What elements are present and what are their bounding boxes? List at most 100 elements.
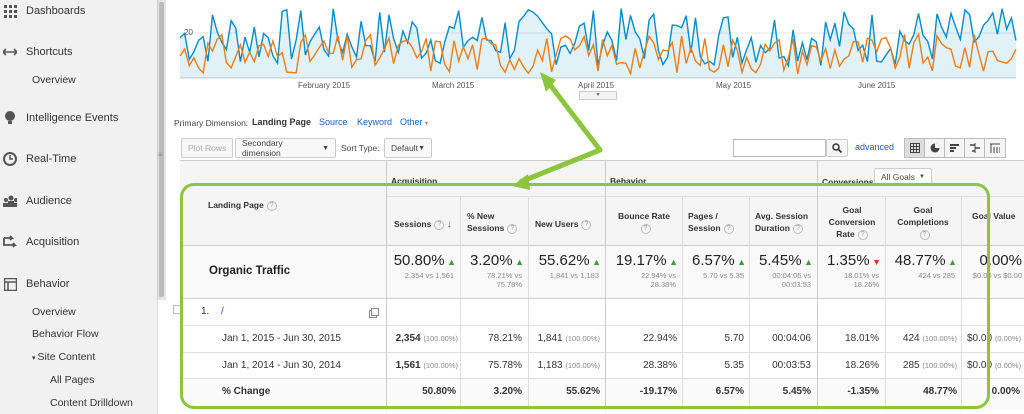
series-area-current [180, 8, 1016, 78]
summary-compare: 00:04:06 vs 00:03:53 [751, 271, 811, 289]
secondary-dimension-dropdown[interactable]: Secondary dimension ▼ [235, 138, 336, 158]
audience-icon [3, 194, 17, 208]
column-header-avg-duration[interactable]: Avg. Session Duration? [755, 210, 815, 234]
table-view-button[interactable] [905, 139, 925, 157]
chevron-down-icon: ▼ [418, 144, 425, 152]
cell-value: 1,183 [537, 360, 563, 371]
help-icon[interactable]: ? [723, 223, 734, 234]
column-header-landing-page[interactable]: Landing Page? [208, 199, 277, 211]
column-header-new-sessions[interactable]: % New Sessions? [467, 210, 525, 234]
group-behavior: Behavior [610, 176, 647, 186]
summary-value: 6.57% [692, 252, 735, 269]
help-icon[interactable]: ? [640, 223, 651, 234]
summary-sessions: 50.80% ▲ [388, 252, 456, 269]
pie-view-button[interactable] [925, 139, 945, 157]
cell-percent: (100.00%) [565, 361, 600, 370]
column-label: Pages / Session [688, 211, 721, 233]
help-icon[interactable]: ? [857, 229, 868, 240]
divider [180, 160, 1024, 161]
sidebar-item-behavior[interactable]: Behavior [0, 277, 69, 291]
cell-value: 2,354 [395, 333, 421, 344]
sort-type-label: Sort Type: [341, 143, 380, 153]
bar-chart-icon [949, 144, 959, 152]
divider [961, 196, 962, 410]
row-date-range: Jan 1, 2015 - Jun 30, 2015 [222, 333, 341, 344]
column-header-goal-completions[interactable]: Goal Completions? [890, 204, 956, 240]
summary-compare: 18.01% vs 18.26% [819, 271, 879, 289]
sidebar-subitem-overview[interactable]: Overview [32, 74, 76, 86]
summary-new-sessions: 3.20% ▲ [462, 252, 524, 269]
summary-value: 3.20% [470, 252, 513, 269]
summary-compare-line: 22.94% vs [640, 271, 676, 280]
sidebar-subitem-behavior-flow[interactable]: Behavior Flow [32, 328, 99, 340]
open-page-icon[interactable] [369, 305, 379, 323]
help-icon[interactable]: ? [919, 229, 930, 240]
column-label: Goal Conversion Rate [828, 205, 876, 239]
resize-handle-icon[interactable]: ≡ [158, 150, 163, 159]
sidebar-subitem-content-drilldown[interactable]: Content Drilldown [50, 397, 133, 409]
dimension-landing-page[interactable]: Landing Page [252, 117, 312, 127]
sidebar-item-label: Real-Time [26, 153, 77, 165]
sidebar-item-label: Shortcuts [26, 46, 73, 58]
dimension-other-dropdown[interactable]: Other ▾ [400, 117, 428, 127]
column-header-pages-session[interactable]: Pages / Session? [688, 210, 744, 234]
sidebar-item-realtime[interactable]: Real-Time [0, 152, 76, 166]
sidebar-item-acquisition[interactable]: Acquisition [0, 235, 79, 249]
summary-value: 55.62% [538, 252, 590, 269]
sort-type-dropdown[interactable]: Default ▼ [384, 138, 432, 158]
sidebar-subitem-site-content[interactable]: ▾ Site Content [32, 351, 95, 363]
help-icon[interactable]: ? [507, 223, 518, 234]
sort-descending-icon[interactable]: ↓ [446, 219, 452, 230]
sidebar-item-intelligence[interactable]: Intelligence Events [0, 111, 118, 125]
cell-percent: (0.00%) [994, 361, 1022, 370]
column-header-goal-value[interactable]: Goal Value [972, 210, 1015, 222]
column-label: Goal Completions [897, 205, 949, 227]
cell-conv: 18.26% [845, 360, 879, 371]
sidebar-item-dashboards[interactable]: Dashboards [0, 4, 85, 18]
advanced-filter-link[interactable]: advanced [855, 142, 895, 152]
cell-value: 1,841 [537, 333, 563, 344]
dimension-other-label: Other [400, 117, 423, 127]
bar-view-button[interactable] [945, 139, 965, 157]
divider [460, 196, 461, 410]
help-icon[interactable]: ? [434, 219, 445, 230]
search-button[interactable] [826, 139, 848, 157]
collapse-triangle-icon: ▾ [32, 355, 38, 362]
help-icon[interactable]: ? [266, 200, 277, 211]
column-header-sessions[interactable]: Sessions? ↓ [394, 218, 452, 231]
sidebar-scrollbar-thumb[interactable] [159, 2, 164, 297]
sidebar-subitem-all-pages[interactable]: All Pages [50, 374, 95, 386]
dashboards-icon [3, 4, 17, 18]
sidebar-subitem-behavior-overview[interactable]: Overview [32, 306, 76, 318]
sidebar-item-shortcuts[interactable]: Shortcuts [0, 45, 72, 59]
secondary-dimension-label: Secondary dimension [242, 138, 283, 158]
realtime-icon [3, 152, 17, 166]
help-icon[interactable]: ? [581, 219, 592, 230]
column-header-bounce-rate[interactable]: Bounce Rate? [616, 210, 672, 234]
change-bounce: -19.17% [639, 386, 677, 397]
comparison-view-button[interactable] [965, 139, 985, 157]
sidebar-item-audience[interactable]: Audience [0, 194, 72, 208]
cell-sessions: 2,354 (100.00%) [388, 333, 458, 344]
arrow-up-icon: ▲ [444, 257, 456, 267]
dimension-source-link[interactable]: Source [319, 117, 348, 127]
column-header-goal-conversion[interactable]: Goal Conversion Rate? [824, 204, 880, 240]
help-icon[interactable]: ? [792, 223, 803, 234]
column-label: Bounce Rate [618, 211, 670, 221]
plot-rows-button[interactable]: Plot Rows [181, 138, 234, 158]
timeline-chart: 20 February 2015 March 2015 April 2015 M… [166, 0, 1024, 100]
column-header-new-users[interactable]: New Users? [535, 218, 592, 230]
change-row-label: % Change [222, 386, 271, 397]
divider [386, 160, 387, 410]
row-page-link[interactable]: / [221, 306, 224, 317]
goal-filter-label: All Goals [881, 172, 916, 182]
cell-value-col: $0.00 (0.00%) [967, 333, 1024, 344]
primary-dimension-label: Primary Dimension: [174, 118, 249, 128]
dimension-keyword-link[interactable]: Keyword [357, 117, 393, 127]
change-pages: 6.57% [715, 386, 744, 397]
table-search-input[interactable] [733, 139, 826, 157]
cell-value: 424 [902, 333, 920, 344]
group-conversions: Conversions [822, 177, 874, 187]
chart-collapse-toggle[interactable]: ▾ [579, 91, 617, 100]
pivot-view-button[interactable] [985, 139, 1005, 157]
